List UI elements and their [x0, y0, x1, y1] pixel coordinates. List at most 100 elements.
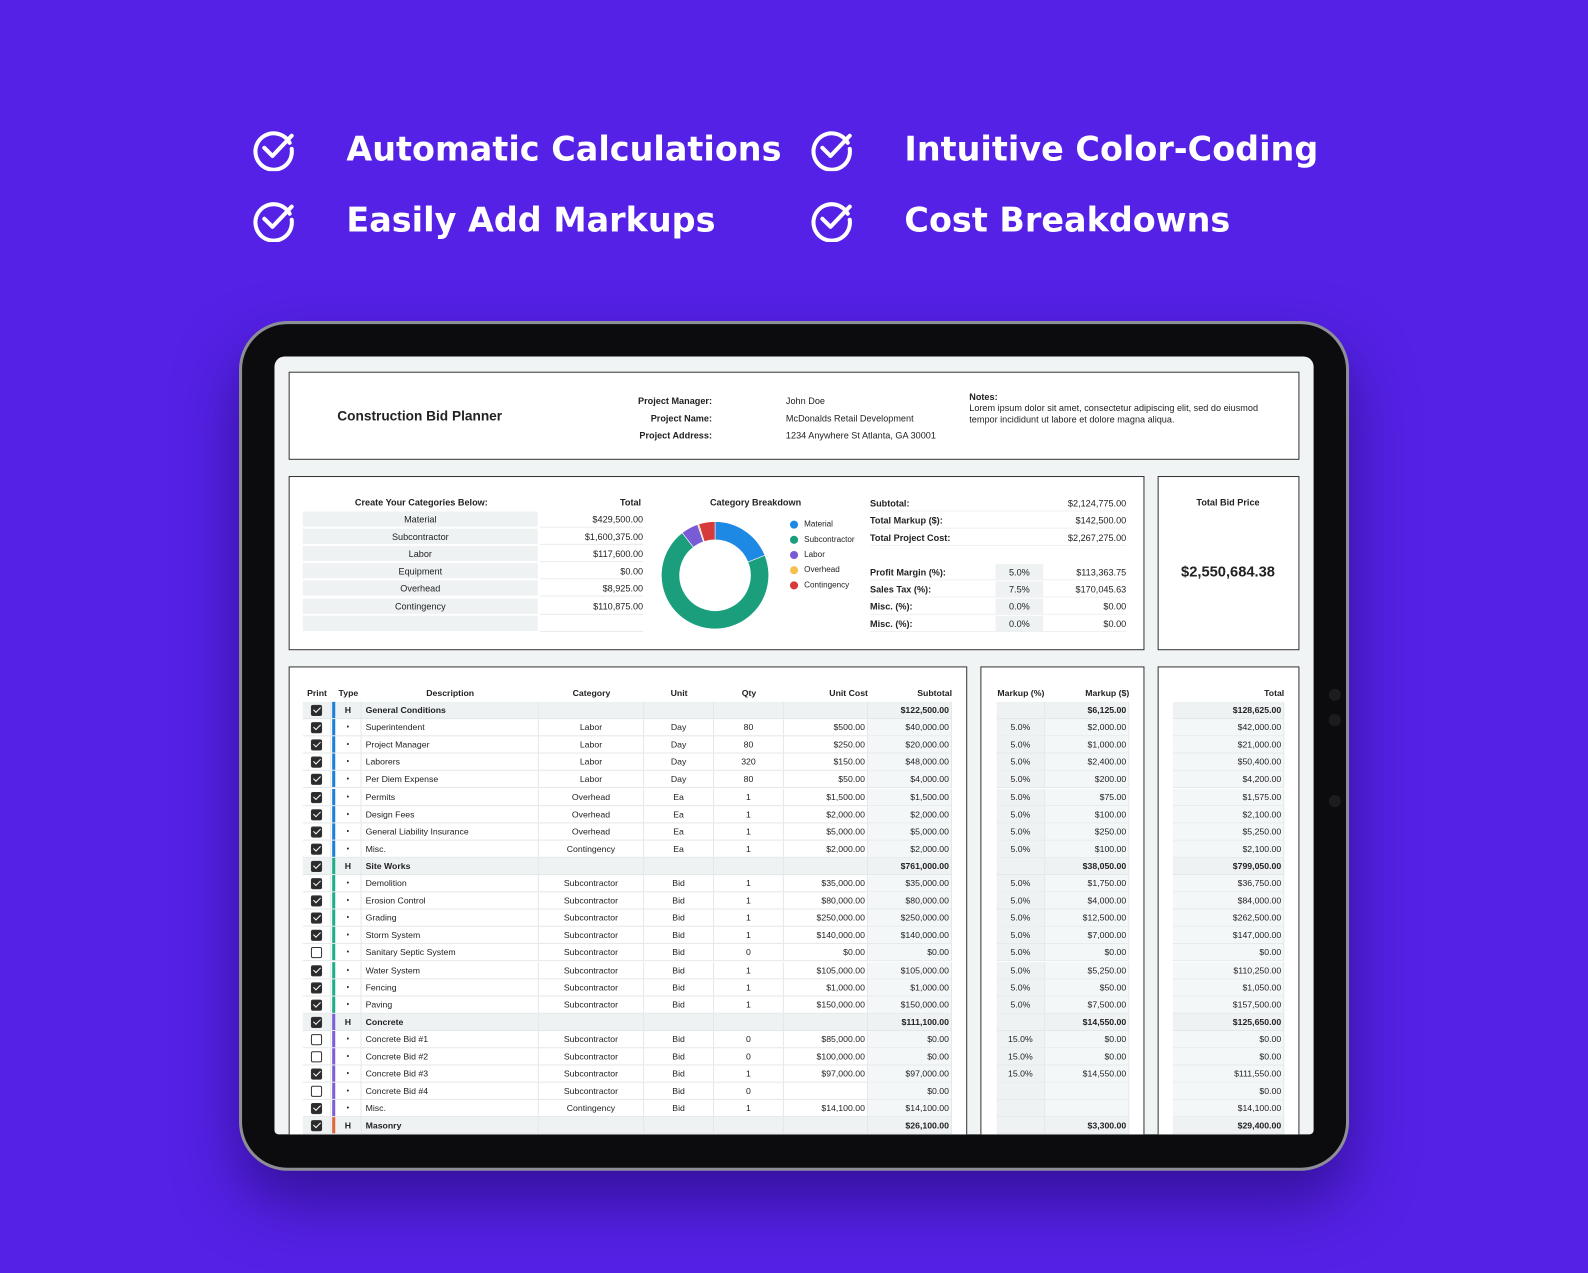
- unit-cost-cell[interactable]: [784, 857, 868, 875]
- qty-cell[interactable]: 1: [714, 1100, 784, 1117]
- category-cell[interactable]: Labor: [539, 753, 645, 771]
- category-cell[interactable]: Subcontractor: [539, 1030, 645, 1048]
- qty-cell[interactable]: 1: [714, 996, 784, 1013]
- markup-pct-cell[interactable]: 5.0%: [996, 875, 1046, 892]
- category-cell[interactable]: Overhead: [539, 805, 645, 823]
- category-cell[interactable]: Subcontractor: [539, 1065, 645, 1082]
- donut-slice-subcontractor[interactable]: [661, 532, 769, 630]
- category-cell[interactable]: Labor: [539, 736, 645, 753]
- markup-pct-cell[interactable]: [997, 701, 1046, 719]
- unit-cost-cell[interactable]: $2,000.00: [784, 840, 868, 857]
- unit-cell[interactable]: Bid: [644, 944, 715, 961]
- unit-cell[interactable]: Bid: [644, 1048, 715, 1065]
- unit-cell[interactable]: [644, 857, 715, 875]
- unit-cell[interactable]: Bid: [644, 1030, 715, 1048]
- markup-pct-cell[interactable]: 5.0%: [996, 719, 1046, 736]
- unit-cell[interactable]: Day: [644, 719, 715, 736]
- markup-pct-cell[interactable]: 15.0%: [996, 1048, 1046, 1065]
- description-cell[interactable]: Paving: [362, 996, 539, 1013]
- unit-cell[interactable]: Bid: [644, 927, 715, 944]
- category-cell[interactable]: Labor: [539, 771, 645, 788]
- print-checkbox[interactable]: [310, 1033, 323, 1046]
- qty-cell[interactable]: 1: [714, 840, 784, 857]
- qty-cell[interactable]: 1: [714, 875, 784, 892]
- description-cell[interactable]: Concrete Bid #2: [362, 1048, 539, 1065]
- unit-cell[interactable]: Ea: [644, 840, 715, 857]
- qty-cell[interactable]: 1: [714, 788, 784, 805]
- unit-cost-cell[interactable]: $14,100.00: [784, 1100, 868, 1117]
- unit-cell[interactable]: Bid: [644, 909, 715, 926]
- description-cell[interactable]: General Liability Insurance: [362, 823, 539, 840]
- category-cell[interactable]: Contingency: [539, 1100, 645, 1117]
- unit-cell[interactable]: Ea: [644, 823, 715, 840]
- print-checkbox[interactable]: [310, 895, 323, 907]
- print-checkbox[interactable]: [310, 808, 323, 820]
- description-cell[interactable]: Storm System: [362, 927, 539, 944]
- description-cell[interactable]: Superintendent: [362, 719, 539, 736]
- unit-cell[interactable]: [644, 1013, 715, 1030]
- description-cell[interactable]: Design Fees: [362, 805, 539, 823]
- description-cell[interactable]: Project Manager: [362, 736, 539, 753]
- category-name-cell[interactable]: Equipment: [302, 563, 538, 580]
- unit-cell[interactable]: Ea: [644, 788, 715, 805]
- print-checkbox[interactable]: [310, 826, 323, 838]
- category-cell[interactable]: Subcontractor: [539, 1048, 645, 1065]
- unit-cell[interactable]: Bid: [644, 1100, 715, 1117]
- project-manager-value[interactable]: John Doe: [785, 396, 825, 407]
- print-checkbox[interactable]: [310, 912, 323, 924]
- category-cell[interactable]: Subcontractor: [539, 909, 645, 926]
- category-cell[interactable]: Contingency: [539, 840, 645, 857]
- markup-pct-cell[interactable]: 5.0%: [996, 736, 1046, 753]
- unit-cost-cell[interactable]: $1,000.00: [784, 978, 868, 996]
- markup-pct-cell[interactable]: 5.0%: [996, 771, 1046, 788]
- category-cell[interactable]: Subcontractor: [539, 944, 645, 961]
- markup-pct-cell[interactable]: 5.0%: [996, 892, 1046, 909]
- unit-cost-cell[interactable]: $100,000.00: [784, 1048, 868, 1065]
- qty-cell[interactable]: 320: [714, 753, 784, 771]
- notes-text[interactable]: Lorem ipsum dolor sit amet, consectetur …: [969, 403, 1259, 424]
- unit-cell[interactable]: Bid: [644, 996, 715, 1013]
- qty-cell[interactable]: 1: [714, 892, 784, 909]
- print-checkbox[interactable]: [310, 1103, 323, 1115]
- markup-pct-cell[interactable]: [997, 1013, 1046, 1030]
- description-cell[interactable]: Concrete Bid #4: [362, 1082, 539, 1100]
- markup-pct-cell[interactable]: [997, 1117, 1046, 1134]
- unit-cost-cell[interactable]: [784, 701, 868, 719]
- qty-cell[interactable]: [714, 1013, 784, 1030]
- print-checkbox[interactable]: [310, 964, 323, 976]
- category-name-cell[interactable]: Subcontractor: [302, 528, 538, 545]
- qty-cell[interactable]: 80: [714, 771, 784, 788]
- qty-cell[interactable]: [714, 1117, 784, 1134]
- unit-cell[interactable]: Bid: [644, 875, 715, 892]
- markup-pct-cell[interactable]: 15.0%: [996, 1065, 1046, 1082]
- print-checkbox[interactable]: [310, 1051, 323, 1063]
- category-cell[interactable]: Subcontractor: [539, 875, 645, 892]
- unit-cost-cell[interactable]: $50.00: [784, 771, 868, 788]
- unit-cost-cell[interactable]: $250,000.00: [784, 909, 868, 926]
- markup-pct-cell[interactable]: 5.0%: [996, 927, 1046, 944]
- print-checkbox[interactable]: [310, 1016, 323, 1028]
- qty-cell[interactable]: 0: [714, 1048, 784, 1065]
- unit-cost-cell[interactable]: [784, 1117, 868, 1134]
- category-cell[interactable]: Overhead: [539, 823, 645, 840]
- unit-cell[interactable]: [644, 1117, 715, 1134]
- category-cell[interactable]: [539, 701, 645, 719]
- qty-cell[interactable]: 1: [714, 927, 784, 944]
- description-cell[interactable]: Grading: [362, 909, 539, 926]
- print-checkbox[interactable]: [310, 704, 323, 717]
- print-checkbox[interactable]: [310, 982, 323, 994]
- print-checkbox[interactable]: [310, 722, 323, 734]
- category-name-cell[interactable]: Overhead: [302, 580, 538, 597]
- project-address-value[interactable]: 1234 Anywhere St Atlanta, GA 30001: [785, 430, 936, 441]
- markup-pct-cell[interactable]: [996, 1082, 1046, 1100]
- description-cell[interactable]: Masonry: [362, 1117, 539, 1134]
- qty-cell[interactable]: 0: [714, 1030, 784, 1048]
- category-cell[interactable]: Subcontractor: [539, 996, 645, 1013]
- category-name-cell[interactable]: [302, 615, 538, 632]
- unit-cost-cell[interactable]: $2,000.00: [784, 805, 868, 823]
- description-cell[interactable]: Concrete Bid #1: [362, 1030, 539, 1048]
- unit-cost-cell[interactable]: $500.00: [784, 719, 868, 736]
- qty-cell[interactable]: 80: [714, 719, 784, 736]
- description-cell[interactable]: Demolition: [362, 875, 539, 892]
- donut-slice-contingency[interactable]: [698, 521, 716, 542]
